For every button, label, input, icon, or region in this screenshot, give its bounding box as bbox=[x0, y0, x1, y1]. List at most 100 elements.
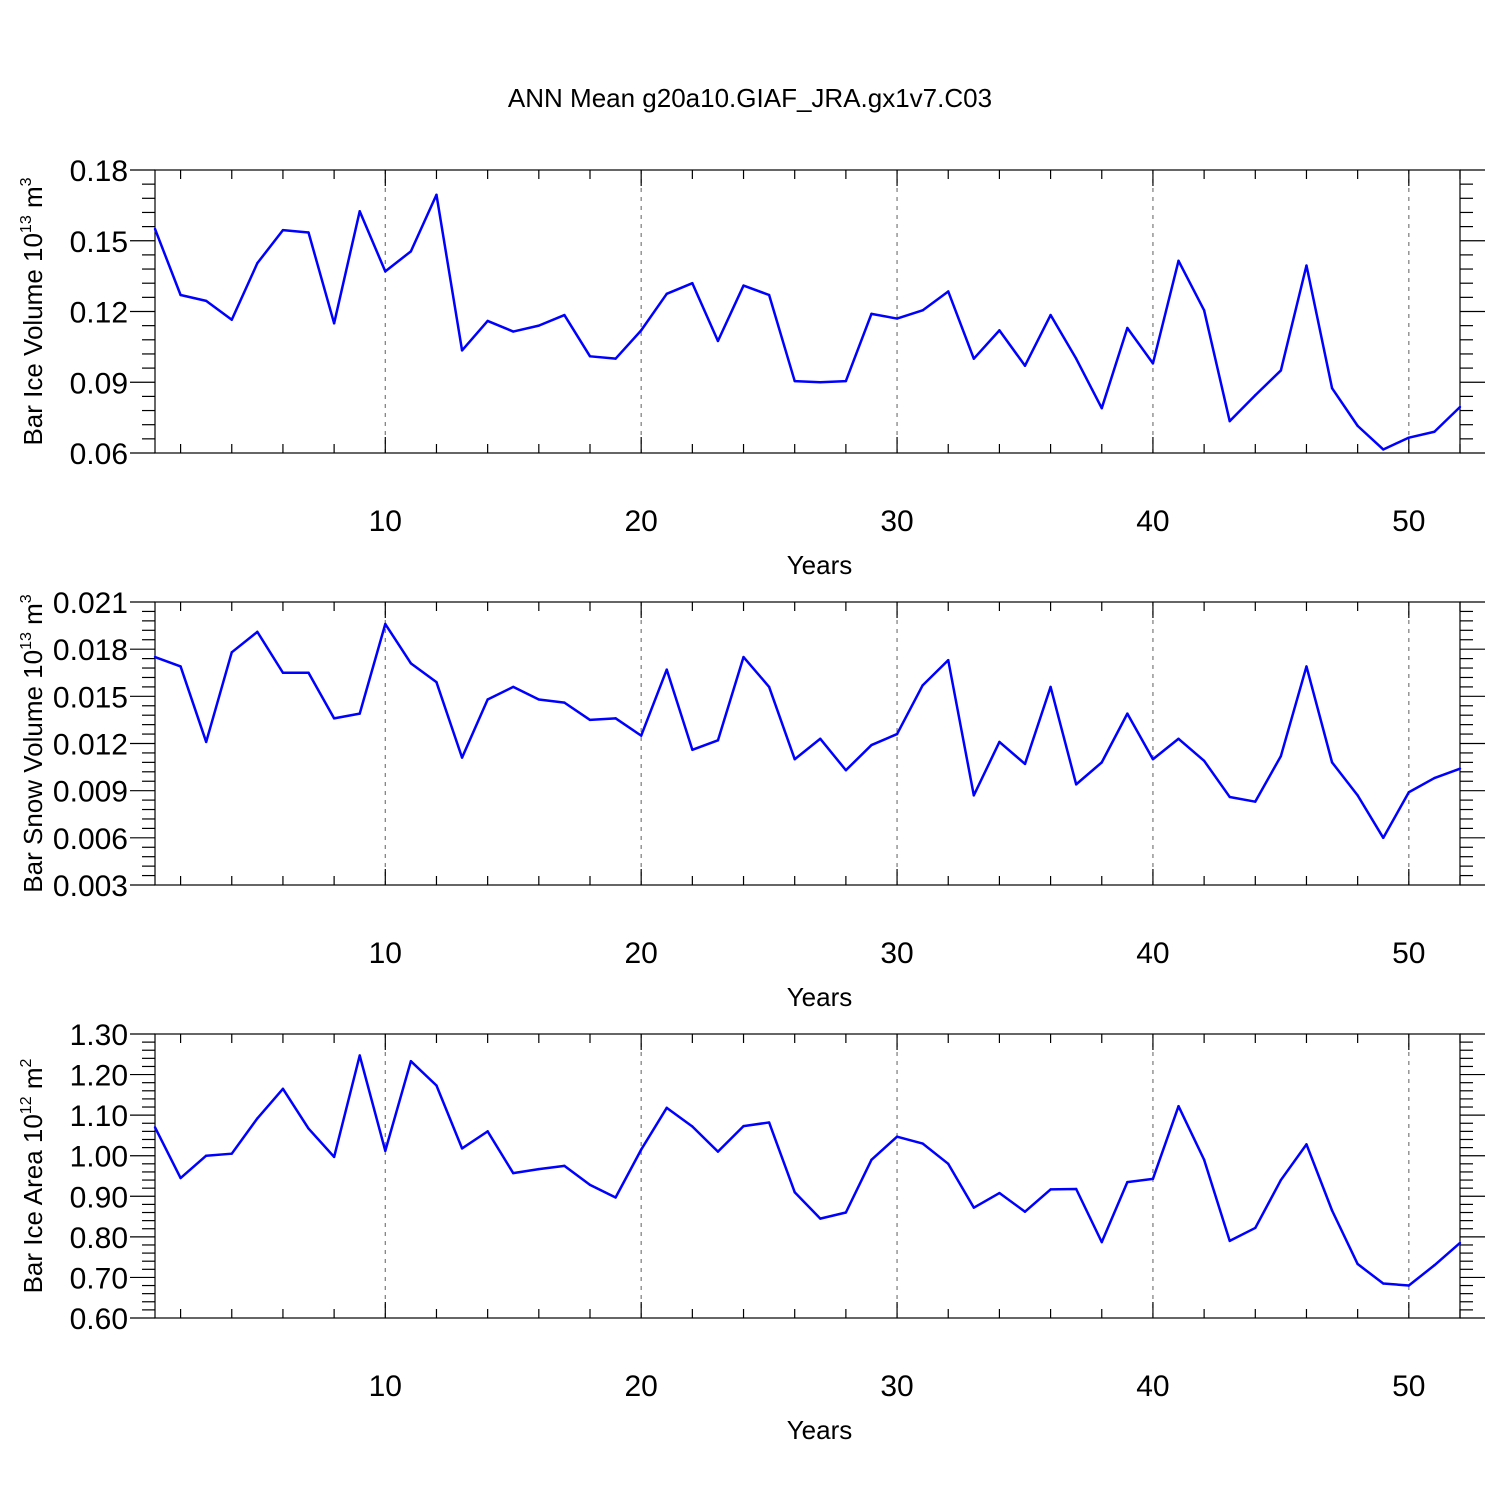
data-point bbox=[921, 309, 924, 312]
data-point bbox=[793, 758, 796, 761]
y-axis-label-text: Bar Snow Volume 10 bbox=[18, 650, 48, 893]
data-point bbox=[435, 193, 438, 196]
y-axis-label-exponent: 12 bbox=[18, 1096, 35, 1114]
data-point bbox=[512, 330, 515, 333]
series-line bbox=[153, 193, 1461, 451]
data-point bbox=[665, 668, 668, 671]
data-point bbox=[767, 685, 771, 689]
data-point bbox=[1100, 406, 1103, 410]
y-tick-label: 0.018 bbox=[53, 634, 128, 667]
chart-panel-3: 0.60 0.70 0.80 0.90 1.00 1.10 1.20 1.30 10 20 30 40… bbox=[18, 1019, 1485, 1445]
data-point bbox=[460, 349, 464, 352]
data-point bbox=[1279, 369, 1283, 372]
data-point bbox=[1305, 264, 1308, 267]
data-point bbox=[537, 698, 541, 701]
data-point bbox=[1356, 424, 1359, 428]
x-tick-label: 10 bbox=[369, 505, 402, 538]
y-tick-label: 0.012 bbox=[53, 729, 128, 762]
data-point bbox=[358, 210, 361, 213]
data-point bbox=[819, 1217, 822, 1220]
data-point bbox=[588, 355, 592, 358]
data-point bbox=[588, 1183, 592, 1187]
x-tick-label: 40 bbox=[1136, 1370, 1169, 1403]
y-tick-label: 0.18 bbox=[70, 155, 128, 188]
plot-frame bbox=[154, 601, 1461, 886]
y-tick-label: 0.15 bbox=[70, 226, 128, 259]
data-point bbox=[1202, 759, 1206, 762]
data-point bbox=[793, 379, 796, 383]
data-point bbox=[179, 293, 182, 297]
data-point bbox=[1407, 1284, 1411, 1287]
data-point bbox=[1202, 309, 1206, 312]
data-point bbox=[1074, 357, 1078, 360]
data-point bbox=[844, 1211, 848, 1214]
data-point bbox=[281, 671, 285, 674]
y-tick-label: 0.006 bbox=[53, 823, 128, 856]
data-point bbox=[563, 1164, 566, 1168]
data-point bbox=[512, 1171, 515, 1175]
data-point bbox=[844, 379, 848, 383]
data-point bbox=[1151, 362, 1155, 365]
data-point bbox=[1228, 1239, 1231, 1243]
data-point bbox=[1074, 783, 1078, 786]
data-point bbox=[409, 1059, 413, 1063]
series-line bbox=[154, 622, 1461, 840]
data-point bbox=[153, 655, 157, 659]
x-axis-label: Years bbox=[787, 550, 853, 580]
data-point bbox=[486, 698, 489, 701]
y-tick-label: 1.20 bbox=[70, 1060, 128, 1093]
x-tick-label: 50 bbox=[1392, 505, 1425, 538]
data-point bbox=[844, 769, 848, 772]
data-point bbox=[1177, 259, 1180, 262]
data-point bbox=[307, 671, 310, 674]
y-axis-label-exponent: 3 bbox=[18, 177, 35, 186]
data-point bbox=[1356, 1262, 1359, 1266]
data-point bbox=[742, 1124, 745, 1128]
x-tick-label: 40 bbox=[1136, 505, 1169, 538]
y-tick-label: 1.10 bbox=[70, 1100, 128, 1133]
data-point bbox=[1382, 1282, 1385, 1285]
data-point bbox=[1407, 436, 1411, 439]
data-point bbox=[563, 313, 566, 317]
data-point bbox=[1023, 762, 1027, 766]
data-point bbox=[179, 1176, 182, 1180]
x-tick-label: 20 bbox=[624, 937, 657, 970]
y-tick-label: 0.12 bbox=[70, 297, 128, 330]
data-point bbox=[1023, 364, 1027, 367]
y-tick-label: 0.003 bbox=[53, 870, 128, 903]
data-point bbox=[153, 227, 157, 231]
x-tick-label: 30 bbox=[880, 1370, 913, 1403]
data-point bbox=[639, 1148, 643, 1151]
data-point bbox=[870, 743, 873, 747]
data-point bbox=[921, 1142, 924, 1145]
data-point bbox=[332, 322, 336, 325]
data-point bbox=[1458, 405, 1462, 409]
data-point bbox=[639, 734, 643, 737]
data-point bbox=[793, 1191, 796, 1194]
data-point bbox=[332, 717, 336, 720]
data-point bbox=[1330, 761, 1334, 764]
data-point bbox=[665, 292, 668, 296]
data-point bbox=[614, 357, 617, 360]
y-axis-label-exponent: 2 bbox=[18, 1058, 35, 1067]
data-point bbox=[1151, 1177, 1155, 1181]
plot-frame bbox=[154, 1033, 1461, 1319]
x-tick-label: 20 bbox=[624, 1370, 657, 1403]
data-point bbox=[895, 317, 899, 320]
data-point bbox=[1049, 313, 1052, 317]
data-point bbox=[384, 1149, 387, 1153]
data-point bbox=[998, 329, 1001, 332]
y-axis-label: Bar Ice Area 1012 m2 bbox=[18, 1058, 48, 1293]
data-point bbox=[1305, 665, 1308, 668]
y-axis-label-exponent: 13 bbox=[18, 215, 35, 233]
data-point bbox=[1202, 1158, 1206, 1161]
data-point bbox=[460, 1147, 464, 1150]
data-point bbox=[1305, 1143, 1308, 1146]
data-point bbox=[947, 658, 950, 662]
x-tick-label: 50 bbox=[1392, 1370, 1425, 1403]
data-point bbox=[256, 261, 259, 265]
data-point bbox=[1279, 1178, 1283, 1182]
data-point bbox=[1279, 754, 1283, 758]
data-point bbox=[1177, 1105, 1180, 1108]
y-tick-label: 0.70 bbox=[70, 1262, 128, 1295]
